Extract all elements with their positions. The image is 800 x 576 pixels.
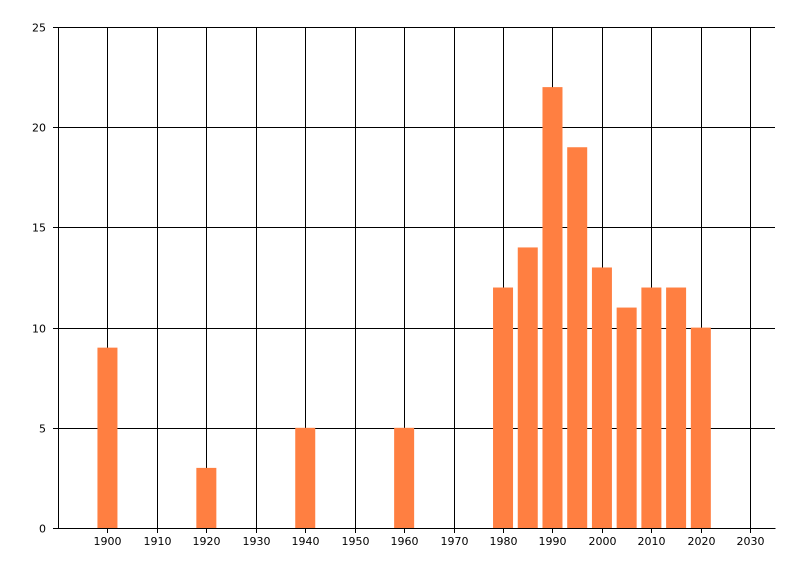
y-tick-label: 0 bbox=[39, 523, 46, 536]
axes bbox=[53, 27, 776, 533]
y-tick-label: 5 bbox=[39, 423, 46, 436]
x-tick-label: 2010 bbox=[638, 535, 666, 548]
bars bbox=[97, 87, 711, 529]
y-tick-label: 15 bbox=[32, 222, 46, 235]
bar-1920 bbox=[196, 467, 217, 528]
bar-1995 bbox=[567, 147, 588, 529]
tick-labels: 1900 1910 1920 1930 1940 1950 1960 1970 1980 1990… bbox=[32, 22, 765, 549]
x-tick-label: 2020 bbox=[688, 535, 716, 548]
x-tick-label: 2000 bbox=[589, 535, 617, 548]
bar-1985 bbox=[517, 247, 538, 528]
bar-2015 bbox=[666, 287, 687, 528]
grid bbox=[58, 27, 775, 529]
x-tick-label: 1900 bbox=[94, 535, 122, 548]
bar-2005 bbox=[616, 307, 637, 528]
bar-1960 bbox=[394, 427, 415, 528]
x-tick-label: 1970 bbox=[441, 535, 469, 548]
x-tick-label: 1910 bbox=[144, 535, 172, 548]
bar-1980 bbox=[493, 287, 514, 528]
bar-1990 bbox=[542, 87, 563, 529]
x-tick-label: 1950 bbox=[342, 535, 370, 548]
y-tick-label: 20 bbox=[32, 122, 46, 135]
bar-1940 bbox=[295, 427, 316, 528]
x-tick-label: 2030 bbox=[737, 535, 765, 548]
x-tick-label: 1980 bbox=[490, 535, 518, 548]
x-tick-label: 1930 bbox=[243, 535, 271, 548]
bar-2010 bbox=[641, 287, 662, 528]
x-tick-label: 1960 bbox=[391, 535, 419, 548]
y-tick-label: 25 bbox=[32, 22, 46, 35]
x-tick-label: 1940 bbox=[292, 535, 320, 548]
bar-2000 bbox=[591, 267, 612, 528]
x-tick-label: 1920 bbox=[193, 535, 221, 548]
x-tick-label: 1990 bbox=[539, 535, 567, 548]
bar-1900 bbox=[97, 347, 118, 528]
bar-2020 bbox=[690, 327, 711, 528]
y-tick-label: 10 bbox=[32, 323, 46, 336]
